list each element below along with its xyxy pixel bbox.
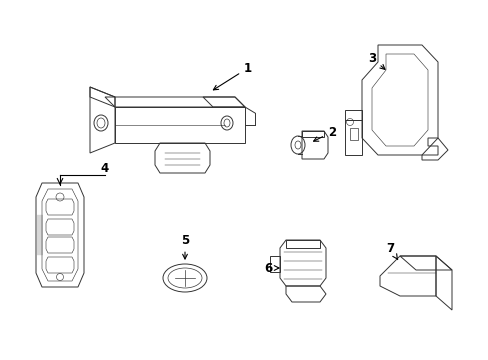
Text: 3: 3 — [367, 51, 384, 69]
Text: 7: 7 — [385, 242, 397, 260]
Text: 2: 2 — [313, 126, 335, 141]
Text: 1: 1 — [213, 62, 251, 90]
Text: 4: 4 — [101, 162, 109, 175]
Text: 5: 5 — [181, 234, 189, 259]
Text: 6: 6 — [264, 261, 279, 274]
